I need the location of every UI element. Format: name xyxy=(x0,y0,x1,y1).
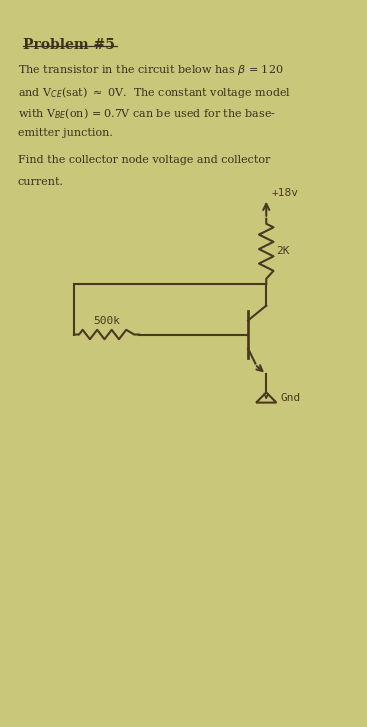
Text: Gnd: Gnd xyxy=(281,393,301,403)
Text: with V$_{BE}$(on) = 0.7V can be used for the base-: with V$_{BE}$(on) = 0.7V can be used for… xyxy=(18,106,276,121)
Text: 500k: 500k xyxy=(93,316,120,326)
Text: Problem #5: Problem #5 xyxy=(23,38,115,52)
Text: +18v: +18v xyxy=(272,188,299,198)
Text: Find the collector node voltage and collector: Find the collector node voltage and coll… xyxy=(18,156,270,165)
Text: 2K: 2K xyxy=(276,246,290,256)
Text: and V$_{CE}$(sat) $\approx$ 0V.  The constant voltage model: and V$_{CE}$(sat) $\approx$ 0V. The cons… xyxy=(18,84,291,100)
Text: emitter junction.: emitter junction. xyxy=(18,128,113,138)
Text: current.: current. xyxy=(18,177,64,187)
Text: The transistor in the circuit below has $\beta$ = 120: The transistor in the circuit below has … xyxy=(18,63,283,77)
